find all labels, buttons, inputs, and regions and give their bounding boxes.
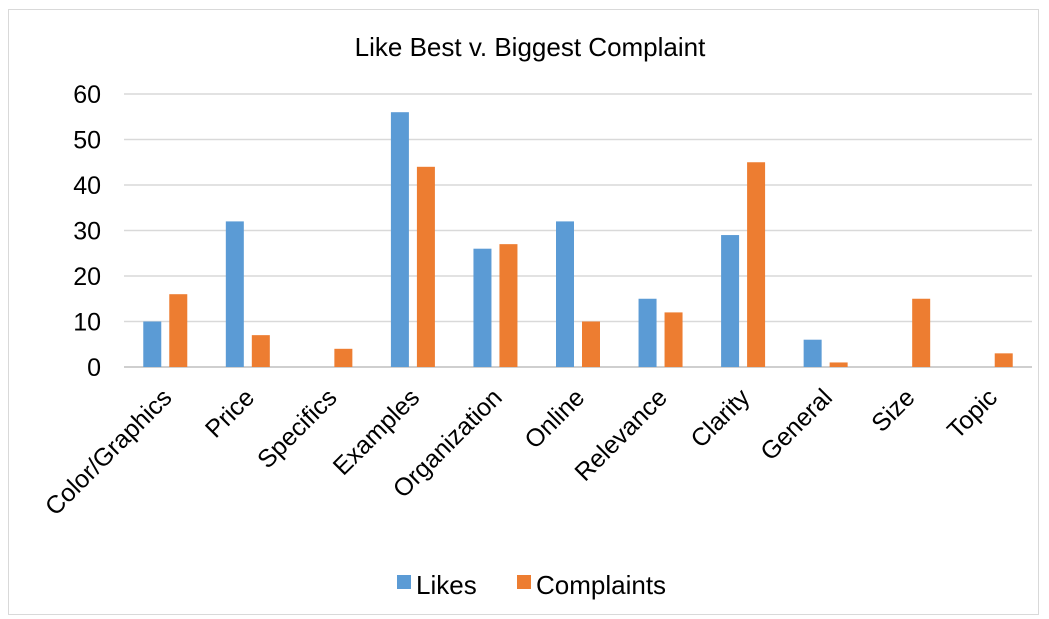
y-tick-label: 30 <box>73 218 101 246</box>
y-tick-label: 50 <box>73 127 101 155</box>
bar-likes-clarity <box>721 235 740 367</box>
legend-label-likes: Likes <box>416 570 477 600</box>
gridlines <box>124 93 1032 368</box>
bar-likes-relevance <box>638 298 657 367</box>
bars <box>143 112 1013 367</box>
bar-complaints-size <box>912 298 931 367</box>
y-tick-label: 40 <box>73 172 101 200</box>
bar-likes-online <box>556 221 574 367</box>
x-category-label: Price <box>200 383 260 443</box>
legend-label-complaints: Complaints <box>536 570 666 600</box>
bar-complaints-clarity <box>747 162 766 367</box>
bar-likes-price <box>225 221 244 367</box>
bar-complaints-topic <box>994 353 1013 367</box>
bar-complaints-color-graphics <box>169 294 188 367</box>
bar-likes-general <box>803 339 822 367</box>
y-tick-label: 20 <box>73 263 101 291</box>
y-tick-label: 60 <box>73 81 101 109</box>
bar-complaints-general <box>829 362 848 367</box>
x-category-label: General <box>755 383 838 466</box>
x-category-label: Online <box>519 383 590 454</box>
x-axis-category-labels: Color/Graphics PriceSpecificsExamplesOrga… <box>40 383 1003 521</box>
x-category-label: Topic <box>942 383 1003 444</box>
y-tick-label: 10 <box>73 309 101 337</box>
y-tick-label: 0 <box>87 354 101 382</box>
legend: Likes Complaints <box>397 570 666 600</box>
bar-complaints-price <box>251 335 270 367</box>
chart-title: Like Best v. Biggest Complaint <box>355 32 706 62</box>
y-axis-tick-labels: 0 10 20 30 40 50 60 <box>73 81 101 382</box>
bar-likes-color-graphics <box>143 321 162 367</box>
bar-complaints-examples <box>416 166 435 367</box>
bar-complaints-organization <box>499 244 518 367</box>
x-category-label: Color/Graphics <box>40 383 178 521</box>
bar-complaints-online <box>582 321 600 367</box>
legend-swatch-complaints <box>517 575 531 589</box>
bar-likes-examples <box>390 112 409 367</box>
bar-likes-organization <box>473 248 492 367</box>
bar-complaints-specifics <box>334 348 353 367</box>
chart-border <box>8 9 1039 615</box>
x-category-label: Size <box>866 383 920 437</box>
bar-complaints-relevance <box>664 312 683 367</box>
x-category-label: Clarity <box>685 383 755 453</box>
legend-swatch-likes <box>397 575 411 589</box>
